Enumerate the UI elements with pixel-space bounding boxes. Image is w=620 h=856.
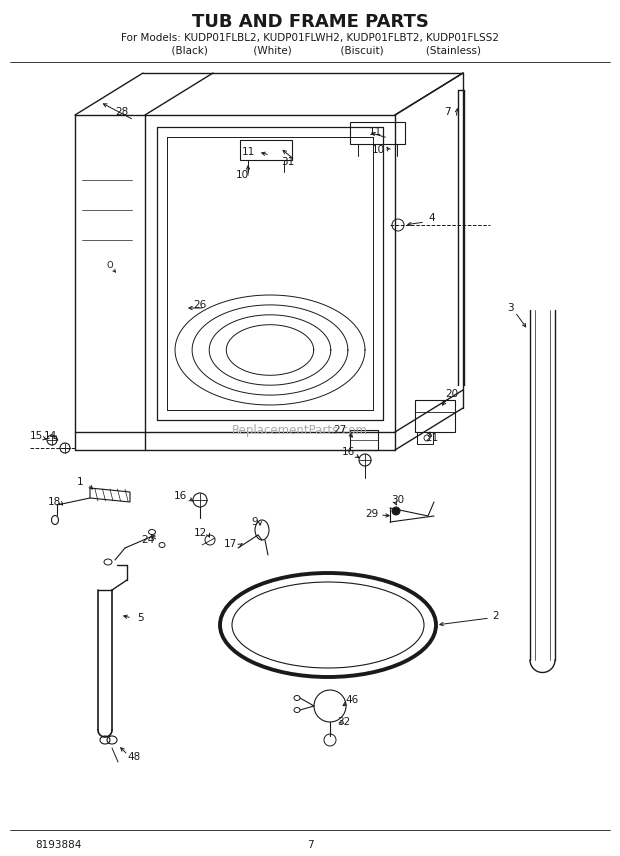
Text: 12: 12 <box>193 528 206 538</box>
Text: 11: 11 <box>241 147 255 157</box>
Text: 24: 24 <box>141 535 154 545</box>
Text: 16: 16 <box>174 491 187 501</box>
Text: 8193884: 8193884 <box>35 840 81 850</box>
Text: 48: 48 <box>127 752 141 762</box>
Text: 7: 7 <box>307 840 313 850</box>
Text: 11: 11 <box>368 127 382 137</box>
Text: 2: 2 <box>493 611 499 621</box>
Text: 15: 15 <box>29 431 43 441</box>
Bar <box>350 122 405 144</box>
Text: ReplacementParts.com: ReplacementParts.com <box>232 424 368 437</box>
Text: 30: 30 <box>391 495 405 505</box>
Text: 9: 9 <box>252 517 259 527</box>
Text: 10: 10 <box>371 145 384 155</box>
Text: (Black)              (White)               (Biscuit)             (Stainless): (Black) (White) (Biscuit) (Stainless) <box>139 45 481 55</box>
Text: For Models: KUDP01FLBL2, KUDP01FLWH2, KUDP01FLBT2, KUDP01FLSS2: For Models: KUDP01FLBL2, KUDP01FLWH2, KU… <box>121 33 499 43</box>
Text: 14: 14 <box>43 431 56 441</box>
Circle shape <box>392 507 400 515</box>
Text: 5: 5 <box>136 613 143 623</box>
Text: 4: 4 <box>428 213 435 223</box>
Bar <box>417 432 433 444</box>
Text: 1: 1 <box>77 477 83 487</box>
Text: 26: 26 <box>193 300 206 310</box>
Text: 3: 3 <box>507 303 513 313</box>
Text: 18: 18 <box>47 497 61 507</box>
Bar <box>415 400 455 432</box>
Bar <box>350 430 378 450</box>
Text: 17: 17 <box>223 539 237 549</box>
Text: 31: 31 <box>281 157 294 167</box>
Text: 10: 10 <box>236 170 249 180</box>
Bar <box>240 140 292 160</box>
Text: TUB AND FRAME PARTS: TUB AND FRAME PARTS <box>192 13 428 31</box>
Text: 28: 28 <box>115 107 128 117</box>
Text: 32: 32 <box>337 717 351 727</box>
Text: 21: 21 <box>425 433 438 443</box>
Text: 46: 46 <box>345 695 358 705</box>
Text: 29: 29 <box>365 509 379 519</box>
Text: 16: 16 <box>342 447 355 457</box>
Text: 27: 27 <box>334 425 347 435</box>
Text: O: O <box>107 260 113 270</box>
Text: 7: 7 <box>444 107 450 117</box>
Text: 20: 20 <box>445 389 459 399</box>
